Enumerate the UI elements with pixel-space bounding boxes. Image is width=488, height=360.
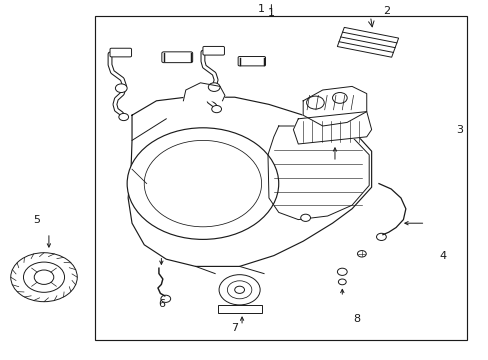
Circle shape (23, 262, 64, 292)
FancyBboxPatch shape (203, 46, 224, 55)
Polygon shape (303, 86, 366, 126)
Circle shape (338, 279, 346, 285)
Circle shape (11, 253, 77, 302)
Circle shape (300, 214, 310, 221)
Text: 3: 3 (455, 125, 462, 135)
Polygon shape (267, 126, 368, 220)
Circle shape (208, 83, 220, 91)
Circle shape (115, 84, 127, 93)
Circle shape (219, 275, 260, 305)
Circle shape (127, 128, 278, 239)
Text: 8: 8 (353, 314, 360, 324)
Polygon shape (128, 97, 371, 266)
FancyBboxPatch shape (238, 57, 265, 66)
Polygon shape (183, 83, 224, 101)
Circle shape (306, 96, 324, 109)
Text: 1: 1 (267, 8, 274, 18)
Circle shape (337, 268, 346, 275)
Circle shape (234, 286, 244, 293)
Circle shape (332, 93, 346, 103)
Text: 6: 6 (158, 299, 164, 309)
Text: 1: 1 (258, 4, 264, 14)
Polygon shape (293, 112, 371, 144)
Circle shape (34, 270, 54, 284)
FancyBboxPatch shape (110, 48, 131, 57)
FancyBboxPatch shape (162, 52, 192, 63)
Text: 7: 7 (231, 323, 238, 333)
Circle shape (211, 105, 221, 113)
Bar (95, 16, 466, 340)
Circle shape (119, 113, 128, 121)
Circle shape (357, 251, 366, 257)
Text: 5: 5 (33, 215, 40, 225)
Text: 4: 4 (438, 251, 445, 261)
Bar (337, 27, 398, 57)
Bar (217, 305, 261, 313)
Text: 2: 2 (382, 6, 389, 16)
